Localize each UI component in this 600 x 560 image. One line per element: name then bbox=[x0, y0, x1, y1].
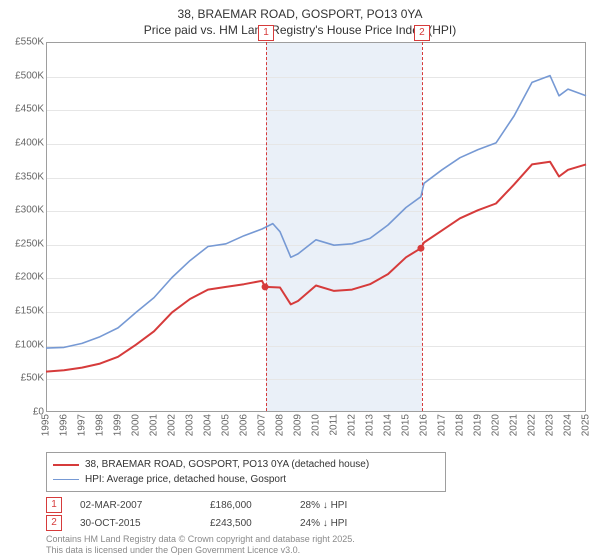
chart-series-layer bbox=[46, 42, 586, 412]
band-marker-label: 2 bbox=[414, 25, 430, 41]
y-axis-tick-label: £400K bbox=[2, 137, 44, 148]
transaction-price: £243,500 bbox=[210, 518, 300, 529]
legend-swatch bbox=[53, 479, 79, 480]
y-axis-tick-label: £550K bbox=[2, 37, 44, 48]
x-axis-tick-label: 2014 bbox=[383, 414, 394, 436]
x-axis-tick-label: 2017 bbox=[437, 414, 448, 436]
x-axis-tick-label: 2020 bbox=[491, 414, 502, 436]
transaction-index: 2 bbox=[46, 515, 62, 531]
transaction-row: 2 30-OCT-2015£243,50024% ↓ HPI bbox=[46, 514, 390, 532]
series-marker bbox=[262, 283, 269, 290]
x-axis-tick-label: 2009 bbox=[293, 414, 304, 436]
chart-title: 38, BRAEMAR ROAD, GOSPORT, PO13 0YA Pric… bbox=[0, 0, 600, 38]
x-axis-tick-label: 2019 bbox=[473, 414, 484, 436]
legend-item: 38, BRAEMAR ROAD, GOSPORT, PO13 0YA (det… bbox=[53, 457, 439, 472]
x-axis-tick-label: 2023 bbox=[545, 414, 556, 436]
legend-label: 38, BRAEMAR ROAD, GOSPORT, PO13 0YA (det… bbox=[85, 457, 369, 472]
x-axis-tick-label: 2012 bbox=[347, 414, 358, 436]
y-axis-tick-label: £150K bbox=[2, 306, 44, 317]
title-line-2: Price paid vs. HM Land Registry's House … bbox=[0, 22, 600, 38]
y-axis-tick-label: £250K bbox=[2, 238, 44, 249]
x-axis-tick-label: 2003 bbox=[185, 414, 196, 436]
x-axis-tick-label: 1996 bbox=[59, 414, 70, 436]
x-axis-tick-label: 2011 bbox=[329, 414, 340, 436]
transaction-date: 02-MAR-2007 bbox=[80, 500, 210, 511]
transaction-delta: 24% ↓ HPI bbox=[300, 518, 390, 529]
y-axis-tick-label: £350K bbox=[2, 171, 44, 182]
x-axis-tick-label: 2001 bbox=[149, 414, 160, 436]
transaction-delta: 28% ↓ HPI bbox=[300, 500, 390, 511]
x-axis-tick-label: 2013 bbox=[365, 414, 376, 436]
x-axis-tick-label: 2000 bbox=[131, 414, 142, 436]
x-axis-tick-label: 2018 bbox=[455, 414, 466, 436]
x-axis-tick-label: 2021 bbox=[509, 414, 520, 436]
x-axis-tick-label: 2007 bbox=[257, 414, 268, 436]
x-axis-tick-label: 2004 bbox=[203, 414, 214, 436]
y-axis-tick-label: £500K bbox=[2, 70, 44, 81]
legend-swatch bbox=[53, 464, 79, 466]
legend: 38, BRAEMAR ROAD, GOSPORT, PO13 0YA (det… bbox=[46, 452, 446, 492]
y-axis-tick-label: £50K bbox=[2, 373, 44, 384]
x-axis-tick-label: 2016 bbox=[419, 414, 430, 436]
y-axis-tick-label: £100K bbox=[2, 339, 44, 350]
x-axis-tick-label: 1998 bbox=[95, 414, 106, 436]
transaction-table: 1 02-MAR-2007£186,00028% ↓ HPI 2 30-OCT-201… bbox=[46, 496, 390, 532]
footnote-line-2: This data is licensed under the Open Gov… bbox=[46, 545, 355, 556]
band-marker-label: 1 bbox=[258, 25, 274, 41]
transaction-price: £186,000 bbox=[210, 500, 300, 511]
series-marker bbox=[417, 245, 424, 252]
x-axis-tick-label: 2025 bbox=[581, 414, 592, 436]
x-axis-tick-label: 1995 bbox=[41, 414, 52, 436]
footnote-line-1: Contains HM Land Registry data © Crown c… bbox=[46, 534, 355, 545]
x-axis-tick-label: 2015 bbox=[401, 414, 412, 436]
y-axis-tick-label: £0 bbox=[2, 407, 44, 418]
series-hpi bbox=[46, 76, 586, 349]
transaction-row: 1 02-MAR-2007£186,00028% ↓ HPI bbox=[46, 496, 390, 514]
transaction-date: 30-OCT-2015 bbox=[80, 518, 210, 529]
y-axis-tick-label: £300K bbox=[2, 205, 44, 216]
legend-label: HPI: Average price, detached house, Gosp… bbox=[85, 472, 286, 487]
x-axis-tick-label: 1999 bbox=[113, 414, 124, 436]
series-price_paid bbox=[46, 162, 586, 372]
transaction-index: 1 bbox=[46, 497, 62, 513]
x-axis-tick-label: 1997 bbox=[77, 414, 88, 436]
x-axis-tick-label: 2005 bbox=[221, 414, 232, 436]
x-axis-tick-label: 2022 bbox=[527, 414, 538, 436]
x-axis-tick-label: 2002 bbox=[167, 414, 178, 436]
y-axis-tick-label: £200K bbox=[2, 272, 44, 283]
x-axis-tick-label: 2010 bbox=[311, 414, 322, 436]
title-line-1: 38, BRAEMAR ROAD, GOSPORT, PO13 0YA bbox=[0, 6, 600, 22]
x-axis-tick-label: 2006 bbox=[239, 414, 250, 436]
x-axis-tick-label: 2008 bbox=[275, 414, 286, 436]
legend-item: HPI: Average price, detached house, Gosp… bbox=[53, 472, 439, 487]
footnote: Contains HM Land Registry data © Crown c… bbox=[46, 534, 355, 557]
x-axis-tick-label: 2024 bbox=[563, 414, 574, 436]
y-axis-tick-label: £450K bbox=[2, 104, 44, 115]
